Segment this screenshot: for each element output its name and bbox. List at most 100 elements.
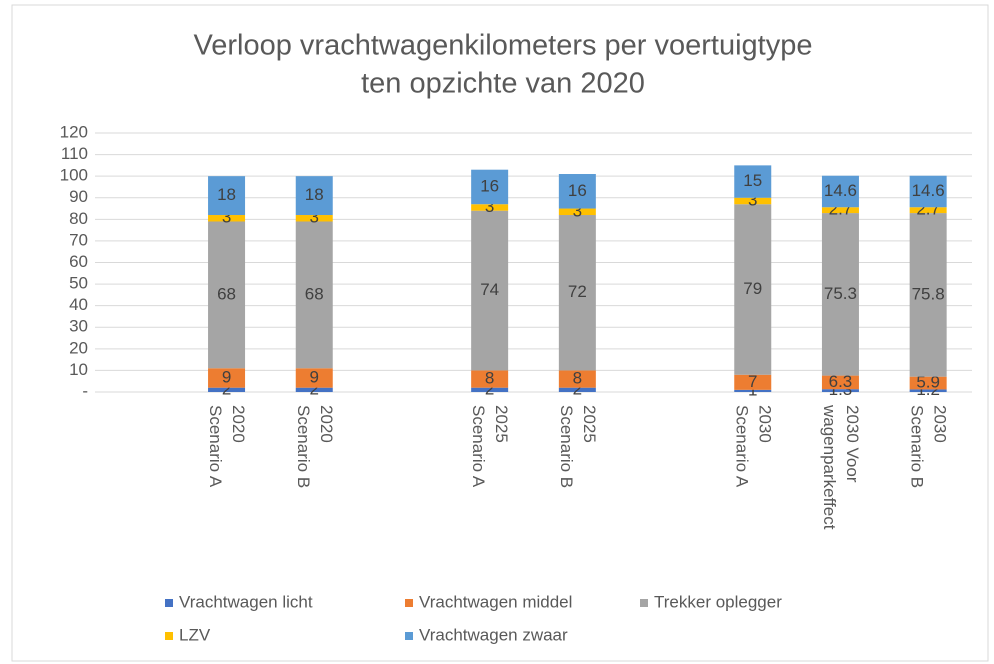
data-label: 14.6 bbox=[824, 181, 857, 200]
y-tick-label: 60 bbox=[69, 252, 88, 271]
data-label: 2 bbox=[310, 379, 319, 398]
x-tick-label: 2025 bbox=[580, 405, 599, 443]
x-tick-label: Scenario A bbox=[469, 405, 488, 488]
x-tick-label: wagenparkeffect bbox=[820, 404, 839, 530]
x-tick-label: Scenario B bbox=[294, 405, 313, 488]
data-label: 79 bbox=[743, 279, 762, 298]
data-label: 9 bbox=[310, 367, 319, 386]
data-label: 15 bbox=[743, 171, 762, 190]
data-label: 2 bbox=[573, 379, 582, 398]
bar-segment bbox=[295, 368, 333, 388]
bar-segment bbox=[909, 376, 947, 390]
x-tick-label: Scenario A bbox=[206, 405, 225, 488]
bar-segment bbox=[558, 174, 596, 209]
data-label: 16 bbox=[568, 181, 587, 200]
y-tick-label: 80 bbox=[69, 209, 88, 228]
data-label: 9 bbox=[222, 367, 231, 386]
data-label: 74 bbox=[480, 280, 499, 299]
bar-segment bbox=[295, 176, 333, 216]
legend-swatch bbox=[165, 599, 173, 607]
y-tick-label: 30 bbox=[69, 317, 88, 336]
data-label: 8 bbox=[573, 369, 582, 388]
bar-segment bbox=[471, 387, 509, 392]
y-tick-label: - bbox=[82, 381, 88, 400]
data-label: 3 bbox=[222, 208, 231, 227]
bar-segment bbox=[471, 210, 509, 371]
bar-segment bbox=[821, 375, 859, 390]
legend-swatch bbox=[405, 599, 413, 607]
bar-segment bbox=[909, 175, 947, 208]
legend-label: LZV bbox=[179, 625, 211, 644]
bar-segment bbox=[909, 207, 947, 214]
x-tick-label: 2030 Voor bbox=[843, 405, 862, 483]
chart-title: Verloop vrachtwagenkilometers per voertu… bbox=[194, 30, 813, 62]
x-tick-label: Scenario B bbox=[908, 405, 927, 488]
bar-segment bbox=[734, 374, 772, 390]
data-label: 6.3 bbox=[829, 372, 853, 391]
bar-segment bbox=[734, 165, 772, 198]
bar-segment bbox=[208, 221, 246, 369]
bar-segment bbox=[208, 215, 246, 222]
bar-segment bbox=[295, 221, 333, 369]
y-tick-label: 10 bbox=[69, 360, 88, 379]
x-tick-label: 2030 bbox=[931, 405, 950, 443]
x-tick-label: 2025 bbox=[492, 405, 511, 443]
bar-segment bbox=[471, 169, 509, 205]
bar-segment bbox=[208, 387, 246, 392]
bar-segment bbox=[734, 389, 772, 392]
bar-segment bbox=[471, 370, 509, 388]
data-label: 18 bbox=[217, 185, 236, 204]
data-label: 18 bbox=[305, 185, 324, 204]
x-tick-label: 2030 bbox=[755, 405, 774, 443]
bar-segment bbox=[821, 175, 859, 208]
data-label: 8 bbox=[485, 369, 494, 388]
legend-label: Trekker oplegger bbox=[654, 592, 782, 611]
data-label: 14.6 bbox=[912, 181, 945, 200]
y-tick-label: 20 bbox=[69, 338, 88, 357]
data-label: 3 bbox=[748, 190, 757, 209]
x-tick-label: 2020 bbox=[317, 405, 336, 443]
bar-segment bbox=[558, 370, 596, 388]
x-tick-label: 2020 bbox=[229, 405, 248, 443]
legend-swatch bbox=[405, 632, 413, 640]
data-label: 72 bbox=[568, 282, 587, 301]
bar-segment bbox=[208, 368, 246, 388]
y-tick-label: 100 bbox=[60, 166, 88, 185]
legend-swatch bbox=[165, 632, 173, 640]
data-label: 75.3 bbox=[824, 284, 857, 303]
data-label: 68 bbox=[217, 284, 236, 303]
bar-segment bbox=[208, 176, 246, 216]
bar-segment bbox=[734, 197, 772, 205]
data-label: 16 bbox=[480, 176, 499, 195]
y-tick-label: 90 bbox=[69, 187, 88, 206]
bar-segment bbox=[821, 389, 859, 392]
data-label: 68 bbox=[305, 284, 324, 303]
data-label: 75.8 bbox=[912, 284, 945, 303]
bar-segment bbox=[558, 387, 596, 392]
bar-segment bbox=[821, 207, 859, 214]
legend-label: Vrachtwagen middel bbox=[419, 592, 572, 611]
y-tick-label: 70 bbox=[69, 230, 88, 249]
legend-label: Vrachtwagen zwaar bbox=[419, 625, 568, 644]
y-tick-label: 50 bbox=[69, 274, 88, 293]
bar-segment bbox=[734, 204, 772, 375]
data-label: 1 bbox=[748, 380, 757, 399]
data-label: 3 bbox=[485, 197, 494, 216]
legend-label: Vrachtwagen licht bbox=[179, 592, 313, 611]
bar-segment bbox=[821, 213, 859, 376]
data-label: 2 bbox=[222, 379, 231, 398]
data-label: 7 bbox=[748, 372, 757, 391]
x-tick-label: Scenario B bbox=[557, 405, 576, 488]
data-label: 3 bbox=[310, 208, 319, 227]
y-tick-label: 40 bbox=[69, 295, 88, 314]
bar-segment bbox=[295, 215, 333, 222]
bar-segment bbox=[909, 389, 947, 392]
y-tick-label: 120 bbox=[60, 122, 88, 141]
bar-segment bbox=[909, 213, 947, 377]
bar-segment bbox=[558, 208, 596, 216]
y-tick-label: 110 bbox=[61, 144, 88, 163]
bar-segment bbox=[295, 387, 333, 392]
data-label: 5.9 bbox=[916, 373, 940, 392]
bar-segment bbox=[471, 204, 509, 211]
